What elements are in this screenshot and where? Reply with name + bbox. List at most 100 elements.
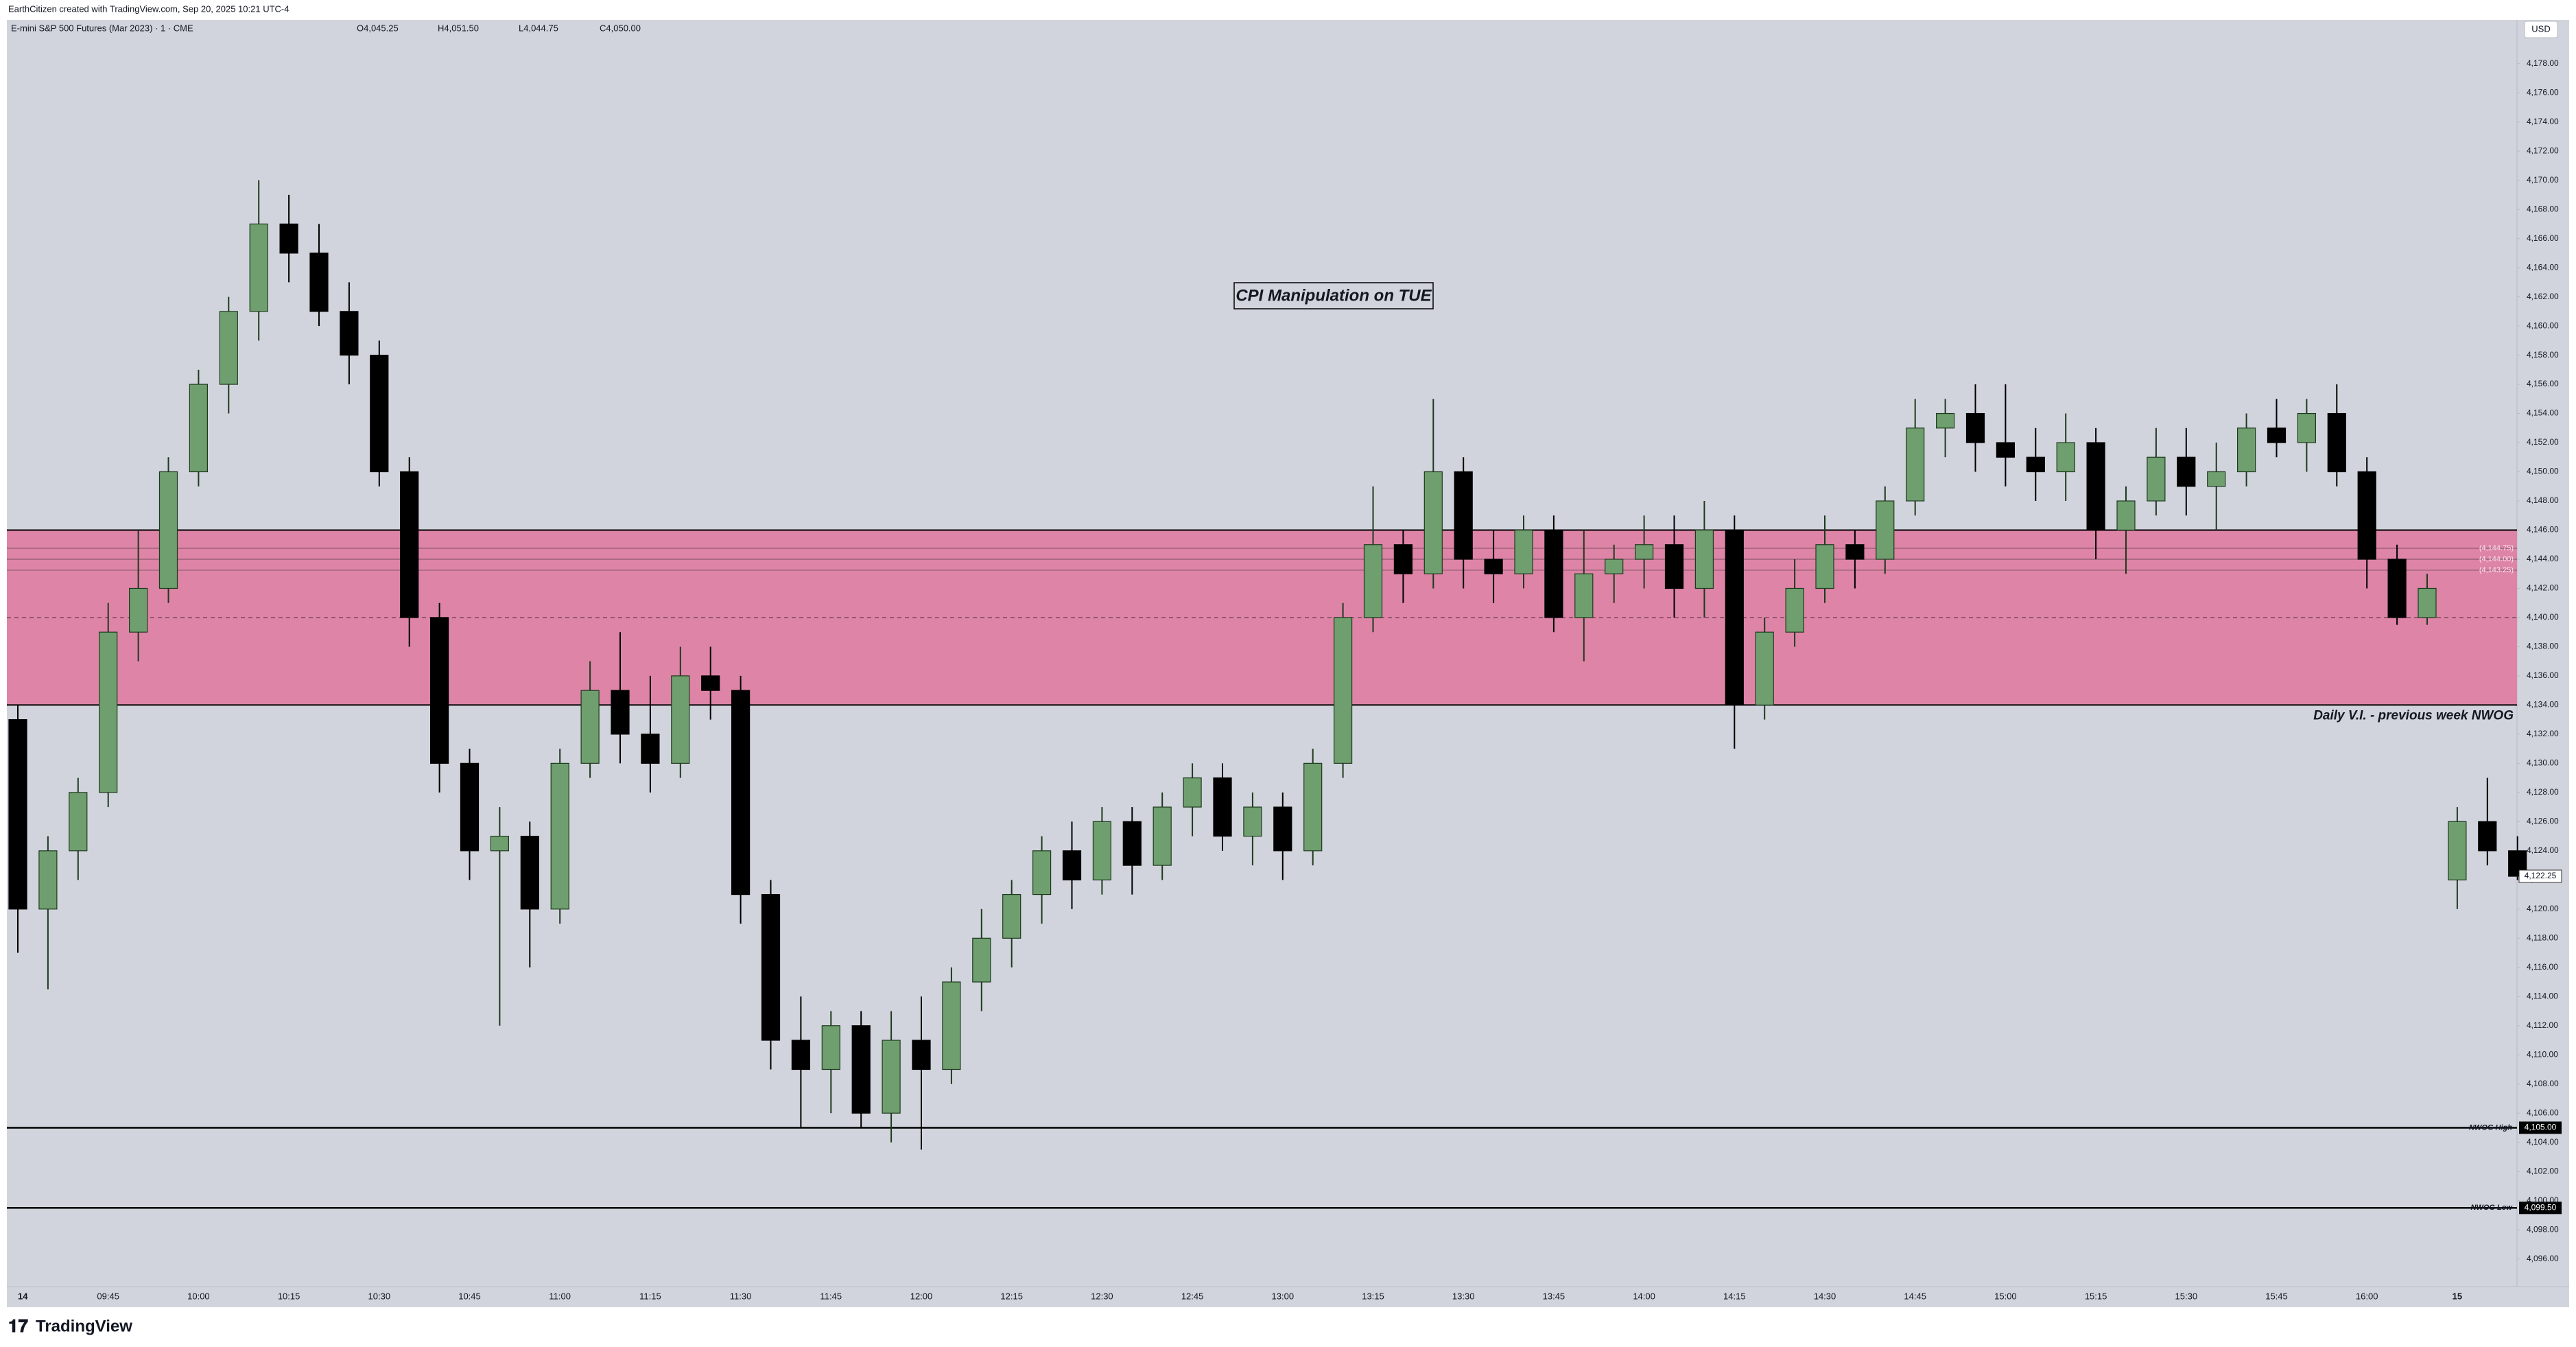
candle-body xyxy=(8,719,27,910)
candles xyxy=(8,180,2527,1150)
candle-body xyxy=(550,762,569,910)
candle-body xyxy=(340,311,359,356)
candle-body xyxy=(821,1025,840,1070)
candle-body xyxy=(972,937,991,983)
level-price-tag xyxy=(2519,1202,2562,1215)
y-tick-label: 4,106.00 xyxy=(2527,1108,2559,1117)
y-tick-label: 4,146.00 xyxy=(2527,525,2559,535)
candle-body xyxy=(611,690,630,735)
x-tick-label: 14:30 xyxy=(1814,1291,1836,1301)
x-tick-label: 13:15 xyxy=(1362,1291,1384,1301)
y-tick-label: 4,134.00 xyxy=(2527,700,2559,710)
ohlc-value: H4,051.50 xyxy=(438,23,479,33)
brand: TradingView xyxy=(36,1317,132,1335)
candle-body xyxy=(2177,456,2196,487)
x-tick-label: 13:30 xyxy=(1452,1291,1475,1301)
ohlc-value: C4,050.00 xyxy=(600,23,641,33)
candle-body xyxy=(189,384,208,473)
last-price-label: 4,122.25 xyxy=(2525,871,2557,880)
x-tick-label: 10:30 xyxy=(368,1291,391,1301)
candle-body xyxy=(1996,442,2015,458)
ohlc-value: O4,045.25 xyxy=(357,23,399,33)
candle-body xyxy=(490,835,510,852)
candle-body xyxy=(1635,544,1654,560)
candle-body xyxy=(1333,617,1353,764)
candle-body xyxy=(2086,442,2105,531)
candle-body xyxy=(701,675,720,691)
candle-body xyxy=(912,1040,931,1070)
candle-body xyxy=(2357,471,2376,560)
candle-body xyxy=(1153,806,1172,866)
candle-body xyxy=(429,617,449,764)
x-tick-label: 15:30 xyxy=(2175,1291,2198,1301)
y-tick-label: 4,164.00 xyxy=(2527,262,2559,272)
annotation-box xyxy=(1233,282,1434,309)
currency-button[interactable] xyxy=(2524,21,2558,38)
candle-body xyxy=(1544,529,1563,618)
candle-body xyxy=(791,1040,811,1070)
zone-level-label: (4,143.25) xyxy=(2479,566,2514,574)
x-tick-label: 11:45 xyxy=(820,1291,842,1301)
candle-body xyxy=(1032,850,1052,895)
candle-body xyxy=(2237,427,2256,473)
x-tick-label: 10:15 xyxy=(278,1291,300,1301)
candle-body xyxy=(2116,500,2136,531)
candle-body xyxy=(309,253,329,312)
x-tick-label: 14:45 xyxy=(1904,1291,1926,1301)
x-tick-label: 12:30 xyxy=(1091,1291,1113,1301)
symbol: E-mini S&P 500 Futures (Mar 2023) · 1 · … xyxy=(11,23,193,33)
candle-body xyxy=(2267,427,2287,443)
candle-body xyxy=(1273,806,1292,852)
y-tick-label: 4,154.00 xyxy=(2527,408,2559,418)
y-tick-label: 4,128.00 xyxy=(2527,787,2559,797)
y-tick-label: 4,156.00 xyxy=(2527,379,2559,388)
ohlc-value: L4,044.75 xyxy=(519,23,558,33)
y-tick-label: 4,150.00 xyxy=(2527,467,2559,476)
candle-body xyxy=(279,223,298,254)
currency[interactable]: USD xyxy=(2531,23,2550,34)
zone-label: Daily V.I. - previous week NWOG xyxy=(2313,708,2514,723)
y-tick-label: 4,110.00 xyxy=(2527,1049,2558,1059)
candle-body xyxy=(1062,850,1082,880)
candle-body xyxy=(400,471,419,618)
candle-body xyxy=(1393,544,1413,574)
candle-body xyxy=(851,1025,871,1114)
zone-level-label: (4,144.00) xyxy=(2479,555,2514,563)
candle-body xyxy=(2387,559,2407,618)
candle-body xyxy=(219,311,238,385)
y-tick-label: 4,096.00 xyxy=(2527,1254,2559,1263)
candle-body xyxy=(1454,471,1473,560)
x-tick-label: 11:00 xyxy=(549,1291,571,1301)
candle-body xyxy=(1574,573,1594,618)
candle-body xyxy=(641,734,660,764)
candle-body xyxy=(1694,529,1714,589)
y-tick-label: 4,140.00 xyxy=(2527,612,2559,622)
candle-body xyxy=(1243,806,1262,837)
candle-body xyxy=(580,690,600,764)
candle-body xyxy=(370,354,389,473)
candle-body xyxy=(1664,544,1684,589)
y-tick-label: 4,158.00 xyxy=(2527,350,2559,360)
candle-body xyxy=(2448,821,2467,880)
y-tick-label: 4,112.00 xyxy=(2527,1020,2558,1030)
x-tick-label: 14:00 xyxy=(1633,1291,1655,1301)
candle-body xyxy=(761,893,781,1041)
candle-body xyxy=(1815,544,1834,589)
x-tick-label: 12:45 xyxy=(1181,1291,1204,1301)
x-tick-label: 15:15 xyxy=(2085,1291,2107,1301)
candle-body xyxy=(38,850,58,910)
y-tick-label: 4,172.00 xyxy=(2527,145,2559,155)
y-tick-label: 4,168.00 xyxy=(2527,204,2559,213)
candle-body xyxy=(158,471,178,589)
x-tick-label: 14:15 xyxy=(1723,1291,1746,1301)
y-tick-label: 4,148.00 xyxy=(2527,495,2559,505)
candle-body xyxy=(1092,821,1112,880)
zone-level-label: (4,144.75) xyxy=(2479,544,2514,552)
candle-body xyxy=(731,690,751,895)
x-tick-label: 12:00 xyxy=(910,1291,933,1301)
y-tick-label: 4,176.00 xyxy=(2527,87,2559,97)
candle-body xyxy=(249,223,268,312)
candle-body xyxy=(2056,442,2075,473)
level-price-label: 4,105.00 xyxy=(2525,1123,2557,1132)
